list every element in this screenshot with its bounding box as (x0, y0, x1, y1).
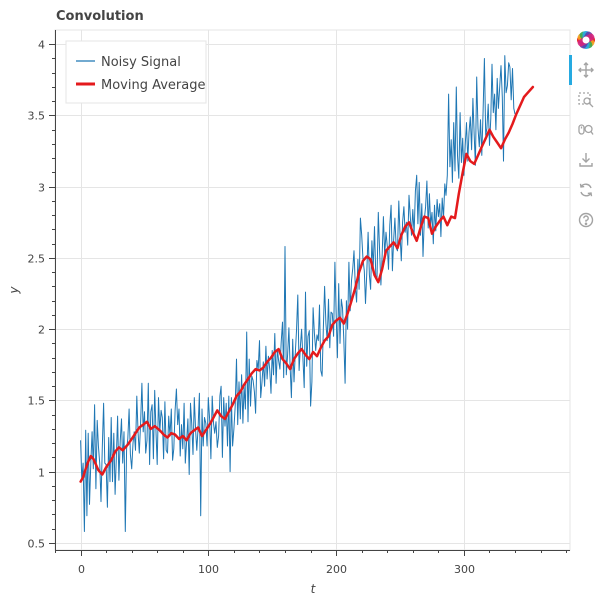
chart-title: Convolution (56, 9, 144, 24)
legend: Noisy Signal Moving Average (65, 40, 207, 104)
y-tick-label: 3.5 (28, 110, 46, 123)
x-tick-label: 0 (78, 563, 85, 576)
box-zoom-icon[interactable] (574, 88, 598, 112)
series-line-moving-average (79, 85, 535, 483)
x-axis-title: t (311, 582, 317, 596)
y-tick-label: 2.5 (28, 253, 46, 266)
series-group (79, 55, 535, 532)
x-tick-label: 100 (198, 563, 219, 576)
help-icon[interactable] (574, 208, 598, 232)
y-tick-label: 1.5 (28, 395, 46, 408)
y-ticks: 0.5 1 1.5 2 2.5 3 3.5 4 (28, 39, 55, 551)
y-tick-label: 4 (38, 39, 45, 52)
reset-icon[interactable] (574, 178, 598, 202)
plot-frame (54, 29, 571, 551)
x-tick-label: 200 (326, 563, 347, 576)
y-axis-title: y (7, 286, 21, 295)
series-line-noisy-signal (80, 55, 516, 532)
y-tick-label: 3 (38, 182, 45, 195)
x-tick-label: 300 (454, 563, 475, 576)
pan-icon[interactable] (574, 58, 598, 82)
x-ticks: 0 100 200 300 (55, 550, 567, 576)
y-tick-label: 2 (38, 324, 45, 337)
y-tick-label: 1 (38, 467, 45, 480)
toolbar-active-indicator (569, 55, 572, 85)
legend-label-moving-average: Moving Average (101, 78, 205, 93)
legend-label-noisy-signal: Noisy Signal (101, 55, 181, 70)
save-icon[interactable] (574, 148, 598, 172)
legend-box (65, 40, 207, 104)
chart-toolbar (574, 28, 598, 268)
y-tick-label: 0.5 (28, 538, 46, 551)
bokeh-logo-icon[interactable] (574, 28, 598, 52)
wheel-zoom-icon[interactable] (574, 118, 598, 142)
axes (55, 30, 570, 551)
